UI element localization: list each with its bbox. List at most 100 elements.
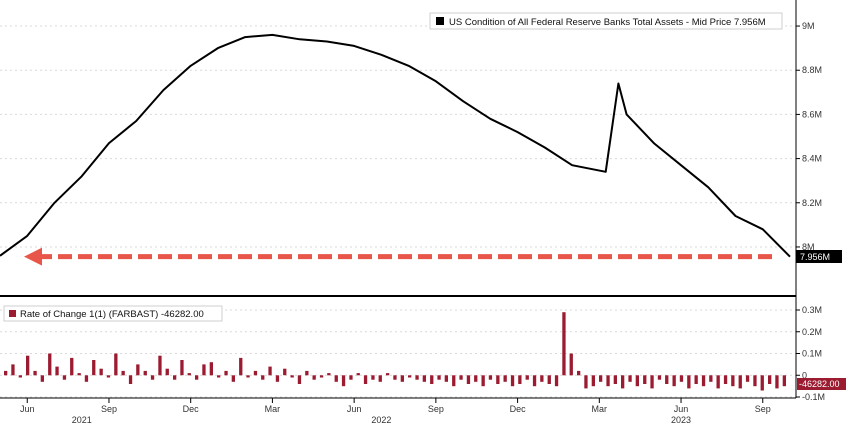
bar [599,375,603,382]
x-tick-label: Jun [20,404,35,414]
bar [687,375,691,389]
bar [371,375,375,380]
bar [327,373,331,376]
bar [422,375,426,382]
bar [613,375,617,384]
x-tick-label: Dec [510,404,527,414]
bar [452,375,456,387]
bar [716,375,720,389]
bar [18,375,22,378]
bar [518,375,522,384]
bar [378,375,382,382]
bar [92,360,96,376]
bar [217,375,221,378]
bar [4,370,8,376]
bar [202,364,206,376]
x-tick-label: Sep [428,404,444,414]
bar [782,375,786,387]
bar [569,353,573,376]
bar [268,366,272,376]
bar [40,375,44,382]
bar [745,375,750,382]
bar [209,362,213,376]
sub-y-axis: 0.3M 0.2M 0.1M 0 -0.1M [796,305,825,402]
bar [738,375,742,389]
x-tick-label: Mar [265,404,281,414]
bar [114,353,118,376]
bar [231,375,235,382]
main-legend-text: US Condition of All Federal Reserve Bank… [449,17,766,28]
bar [297,375,302,384]
sub-panel-grid [0,309,796,398]
bar [606,375,610,387]
y-tick-label: 8M [802,242,815,252]
bar [246,375,250,378]
rate-of-change-bars [4,312,786,391]
bar [26,355,30,376]
bar [319,375,324,378]
bar [503,375,507,382]
reference-arrow [24,247,772,266]
bar [554,375,559,387]
bar [239,357,243,376]
bar [393,375,397,380]
bar [694,375,698,384]
bar [532,375,537,387]
x-tick-label: Dec [183,404,200,414]
bar [562,312,566,376]
bar [33,370,37,376]
sub-legend: Rate of Change 1(1) (FARBAST) -46282.00 [3,305,223,322]
bar [488,375,493,380]
bar [679,375,684,382]
bar [349,375,353,380]
bar [55,366,59,376]
bar [665,375,669,384]
bar [180,360,184,376]
bar [628,375,632,382]
bar [540,375,544,382]
main-panel-grid [0,25,796,248]
bar [723,375,728,384]
bar [525,375,529,380]
bar [466,375,471,384]
bar [121,370,125,376]
bar [768,375,772,384]
y-tick-label: -0.1M [802,392,825,402]
bar [415,375,419,380]
last-price-label: 7.956M [800,252,830,262]
bar [731,375,735,387]
bar [437,375,441,380]
last-price-tag: 7.956M [796,250,842,263]
bar [275,375,280,382]
y-tick-label: 0.1M [802,349,822,359]
bar [760,375,764,391]
y-tick-label: 0 [802,370,807,380]
bar [158,355,162,376]
bar [386,373,390,376]
bar [459,375,463,380]
sub-last-value-tag: -46282.00 [797,378,846,390]
main-legend: US Condition of All Federal Reserve Bank… [429,12,783,30]
bar [481,375,485,387]
y-tick-label: 0.2M [802,327,822,337]
bar [62,375,67,380]
bar [650,375,654,389]
reference-arrow-head [24,247,42,266]
bar [261,375,265,380]
bar [356,373,360,376]
legend-swatch-line [436,17,444,25]
bar [657,375,662,380]
y-tick-label: 8.2M [802,198,822,208]
bar [709,375,713,382]
main-y-axis: 9M 8.8M 8.6M 8.4M 8.2M 8M [796,21,822,252]
bar [253,370,258,376]
y-tick-label: 8.6M [802,109,822,119]
bar [224,370,228,376]
bar [165,368,169,376]
bar [547,375,551,384]
y-tick-label: 8.4M [802,154,822,164]
bar [775,375,779,389]
bar [70,357,74,376]
bar [48,353,52,376]
